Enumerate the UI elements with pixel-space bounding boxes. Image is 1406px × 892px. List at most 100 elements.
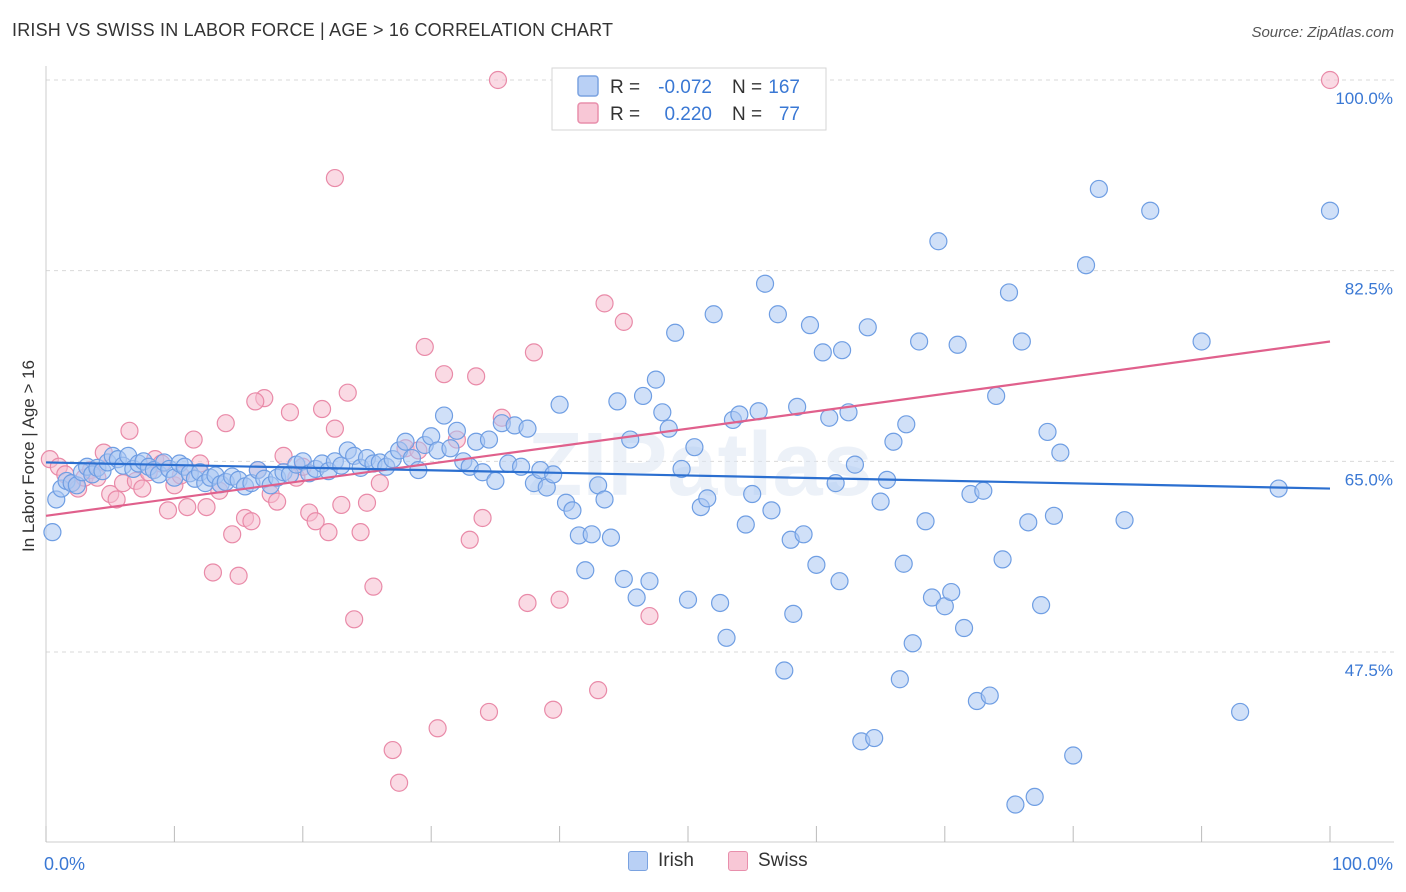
swiss-trend-line — [45, 340, 1331, 517]
legend-irish-r-label: R = — [610, 77, 640, 98]
y-tick-label-2: 82.5% — [1345, 280, 1393, 299]
swiss-point-27 — [216, 414, 235, 433]
irish-point-143 — [916, 512, 935, 531]
irish-point-166 — [1076, 256, 1096, 275]
legend-swiss-r-label: R = — [610, 104, 640, 125]
swiss-point-35 — [268, 492, 287, 511]
legend-irish-swatch-bottom — [628, 851, 648, 871]
irish-point-111 — [710, 593, 730, 613]
swiss-point-42 — [312, 399, 332, 419]
irish-point-169 — [1141, 201, 1160, 220]
irish-point-112 — [717, 628, 736, 647]
swiss-point-70 — [595, 294, 614, 313]
swiss-point-14 — [133, 479, 152, 498]
irish-point-68 — [434, 406, 454, 425]
irish-point-136 — [871, 492, 890, 511]
irish-point-97 — [621, 430, 640, 449]
legend-swiss-n-value: 77 — [779, 104, 800, 125]
swiss-point-76 — [246, 392, 265, 411]
irish-point-94 — [601, 528, 621, 547]
irish-point-168 — [1115, 511, 1134, 530]
legend-irish-swatch — [577, 75, 599, 97]
y-tick-label-1: 65.0% — [1345, 470, 1393, 489]
legend-irish-n-label: N = — [732, 77, 762, 98]
swiss-point-57 — [428, 719, 447, 738]
irish-point-121 — [775, 661, 794, 680]
irish-point-164 — [1051, 443, 1070, 462]
legend-swiss-swatch-bottom — [728, 851, 748, 871]
swiss-point-18 — [158, 501, 178, 520]
irish-point-157 — [1006, 795, 1025, 814]
irish-point-114 — [730, 405, 749, 424]
legend-swiss-label: Swiss — [758, 850, 808, 871]
trend-lines — [45, 340, 1331, 517]
irish-point-85 — [544, 465, 563, 484]
grid-lines — [46, 79, 1394, 653]
irish-point-148 — [948, 335, 967, 354]
legend-irish-r-value: -0.072 — [658, 77, 712, 98]
irish-point-69 — [441, 439, 460, 458]
swiss-point-29 — [229, 566, 248, 585]
irish-point-163 — [1044, 506, 1064, 525]
irish-point-86 — [550, 395, 569, 414]
legend-bottom: Irish Swiss — [0, 850, 1406, 880]
irish-point-124 — [794, 525, 813, 544]
swiss-point-62 — [473, 508, 492, 528]
irish-point-145 — [929, 232, 948, 251]
irish-point-118 — [755, 274, 775, 293]
irish-point-93 — [595, 490, 614, 509]
y-tick-label-0: 47.5% — [1345, 661, 1393, 680]
swiss-point-61 — [467, 367, 486, 386]
irish-point-162 — [1038, 422, 1057, 442]
swiss-point-67 — [544, 700, 563, 719]
irish-point-110 — [704, 305, 723, 324]
swiss-point-50 — [364, 577, 383, 596]
irish-point-173 — [1320, 201, 1340, 220]
irish-point-134 — [858, 318, 877, 337]
swiss-point-46 — [338, 383, 357, 402]
irish-point-170 — [1192, 332, 1211, 351]
x-tick-label-1: 100.0% — [1332, 854, 1393, 874]
irish-point-95 — [608, 392, 627, 411]
swiss-point-31 — [242, 512, 261, 531]
x-tick-label-0: 0.0% — [44, 854, 85, 874]
irish-point-156 — [999, 283, 1019, 302]
swiss-point-72 — [640, 606, 659, 626]
irish-point-171 — [1231, 702, 1250, 722]
swiss-point-56 — [415, 337, 434, 357]
irish-point-101 — [646, 370, 666, 389]
irish-point-70 — [447, 421, 466, 440]
irish-point-176 — [894, 554, 913, 573]
swiss-point-21 — [178, 497, 197, 517]
irish-point-0 — [43, 523, 62, 542]
irish-point-107 — [685, 438, 704, 457]
swiss-point-71 — [614, 312, 633, 331]
irish-point-52 — [332, 456, 351, 475]
irish-trend-line — [45, 461, 1331, 490]
swiss-point-41 — [306, 512, 325, 531]
irish-point-155 — [993, 550, 1012, 569]
swiss-point-25 — [203, 563, 223, 582]
swiss-point-28 — [223, 525, 242, 544]
irish-point-100 — [640, 572, 659, 591]
swiss-point-65 — [518, 593, 537, 613]
y-tick-labels: 47.5% 65.0% 82.5% 100.0% — [1335, 89, 1393, 680]
irish-point-88 — [563, 501, 582, 520]
irish-point-75 — [479, 430, 499, 449]
irish-point-103 — [659, 419, 678, 438]
swiss-point-68 — [550, 590, 569, 609]
swiss-point-37 — [280, 403, 300, 422]
irish-point-152 — [974, 481, 993, 500]
irish-point-161 — [1031, 596, 1051, 615]
swiss-point-51 — [370, 474, 389, 493]
irish-point-104 — [666, 323, 685, 342]
swiss-point-12 — [120, 421, 139, 440]
irish-point-99 — [633, 386, 653, 406]
legend-item-swiss: Swiss — [728, 850, 808, 872]
irish-point-153 — [980, 686, 999, 705]
irish-point-62 — [396, 432, 415, 451]
swiss-point-66 — [524, 343, 544, 362]
legend-swiss-r-value: 0.220 — [664, 104, 712, 125]
irish-point-125 — [800, 316, 820, 335]
y-axis-label: In Labor Force | Age > 16 — [19, 360, 38, 552]
